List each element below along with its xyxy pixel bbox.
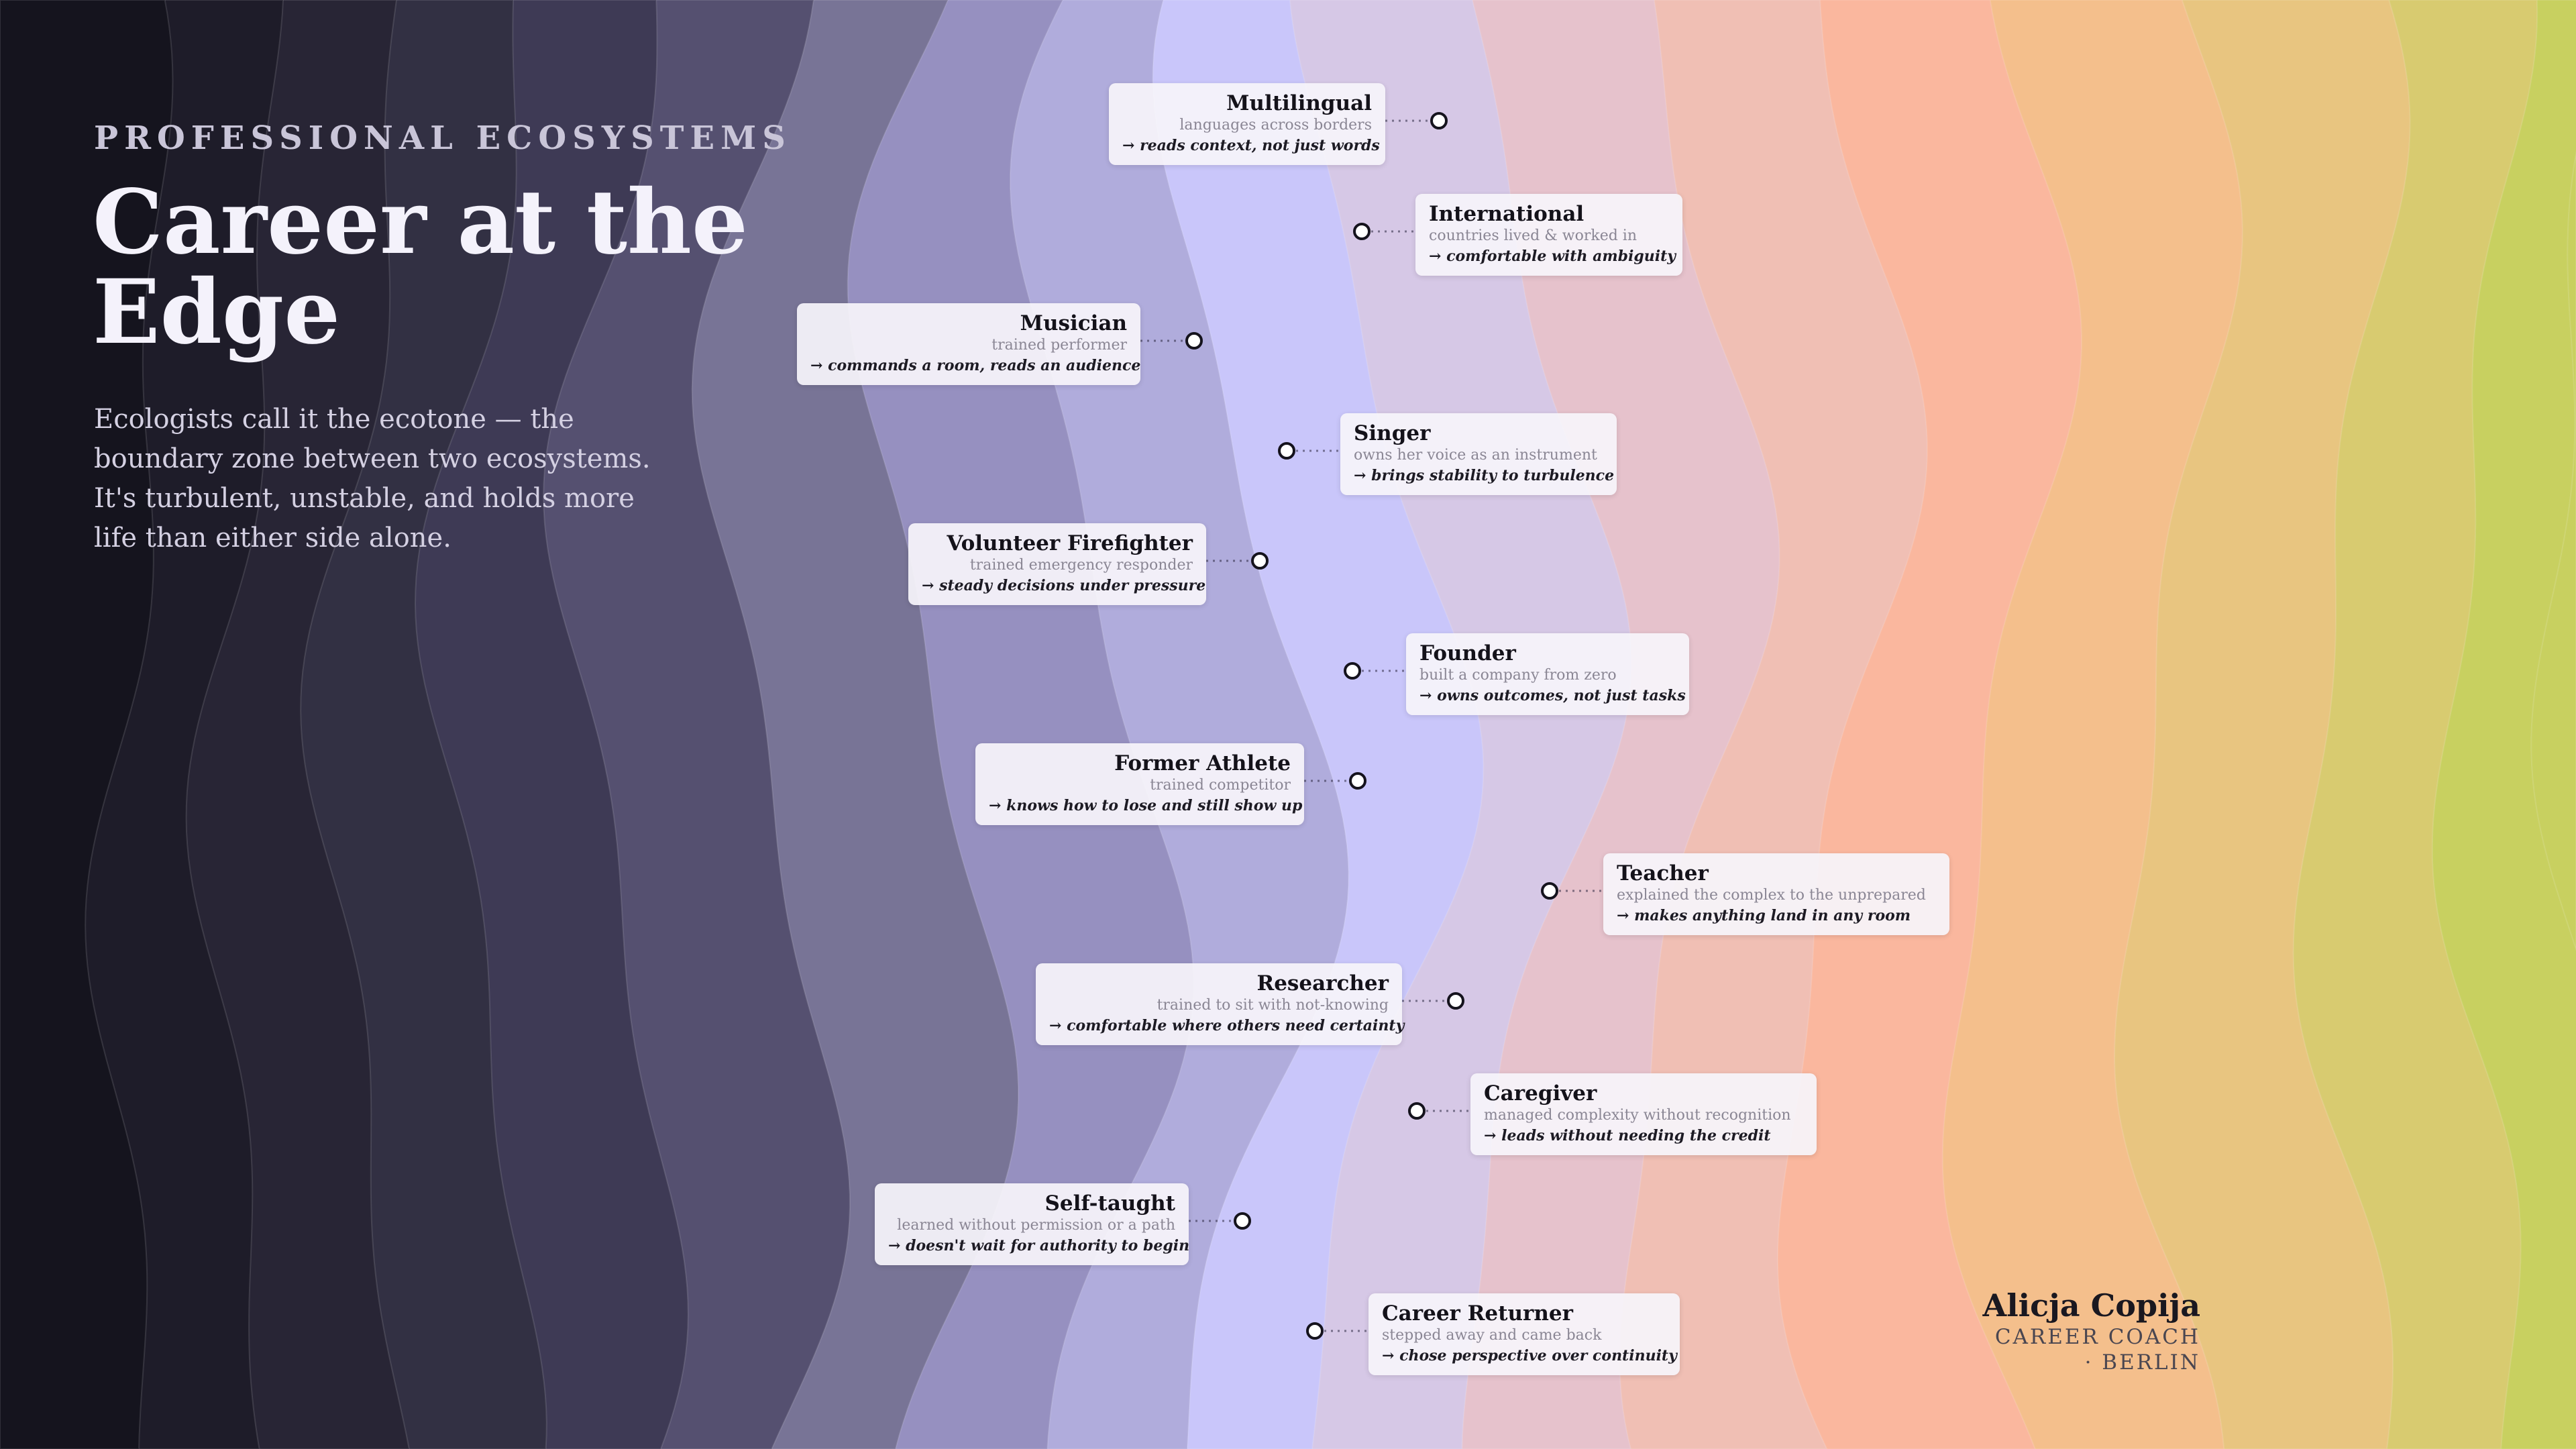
signature-role: CAREER COACH · BERLIN xyxy=(1994,1325,2200,1375)
circle-marker-icon xyxy=(1408,1102,1426,1120)
item-takeaway: → comfortable where others need certaint… xyxy=(1049,1017,1405,1034)
item-takeaway: → chose perspective over continuity xyxy=(1382,1347,1677,1364)
item-description: owns her voice as an instrument xyxy=(1354,447,1597,464)
item-description: built a company from zero xyxy=(1419,667,1617,684)
item-name: Caregiver xyxy=(1484,1081,1597,1106)
item-label-card: Founder built a company from zero → owns o… xyxy=(1406,633,1689,715)
item-description: countries lived & worked in xyxy=(1429,227,1637,244)
item-name: Career Returner xyxy=(1382,1301,1573,1326)
signature: Alicja Copija CAREER COACH · BERLIN xyxy=(1979,1287,2201,1375)
item-description: managed complexity without recognition xyxy=(1484,1107,1791,1124)
item-takeaway: → commands a room, reads an audience xyxy=(810,357,1141,374)
item-label-card: Researcher trained to sit with not-knowin… xyxy=(1036,963,1405,1045)
item-name: Teacher xyxy=(1617,861,1709,885)
item-takeaway: → knows how to lose and still show up xyxy=(989,797,1303,814)
kicker: PROFESSIONAL ECOSYSTEMS xyxy=(94,119,792,157)
item-description: learned without permission or a path xyxy=(897,1217,1175,1234)
circle-marker-icon xyxy=(1306,1322,1324,1340)
item-name: Researcher xyxy=(1256,971,1389,996)
item-name: International xyxy=(1429,202,1585,226)
item-description: trained to sit with not-knowing xyxy=(1157,997,1389,1014)
item-name: Multilingual xyxy=(1226,91,1372,115)
item-takeaway: → brings stability to turbulence xyxy=(1354,467,1615,484)
circle-marker-icon xyxy=(1541,882,1558,900)
item-description: trained competitor xyxy=(1150,777,1291,794)
item-label-card: Teacher explained the complex to the unpr… xyxy=(1603,853,1949,935)
item-name: Singer xyxy=(1354,421,1431,445)
circle-marker-icon xyxy=(1349,772,1366,790)
item-name: Volunteer Firefighter xyxy=(947,531,1193,555)
item-label-card: Career Returner stepped away and came bac… xyxy=(1368,1293,1680,1375)
circle-marker-icon xyxy=(1344,662,1361,680)
item-label-card: Caregiver managed complexity without reco… xyxy=(1470,1073,1817,1155)
item-takeaway: → comfortable with ambiguity xyxy=(1429,248,1676,265)
item-description: languages across borders xyxy=(1179,117,1372,133)
item-label-card: Self-taught learned without permission or… xyxy=(875,1183,1189,1265)
item-name: Founder xyxy=(1419,641,1516,665)
page-title: Career at the Edge xyxy=(93,170,748,364)
item-description: explained the complex to the unprepared xyxy=(1617,887,1926,904)
item-name: Former Athlete xyxy=(1114,751,1291,775)
band-0 xyxy=(0,0,174,1449)
item-label-card: Volunteer Firefighter trained emergency r… xyxy=(908,523,1206,605)
item-takeaway: → doesn't wait for authority to begin xyxy=(888,1237,1190,1254)
signature-name: Alicja Copija xyxy=(1982,1287,2201,1324)
item-takeaway: → reads context, not just words xyxy=(1122,137,1380,154)
item-label-card: Musician trained performer → commands a ro… xyxy=(797,303,1140,385)
circle-marker-icon xyxy=(1251,552,1269,570)
circle-marker-icon xyxy=(1234,1212,1251,1230)
item-label-card: International countries lived & worked in… xyxy=(1415,194,1682,276)
item-takeaway: → steady decisions under pressure xyxy=(922,577,1206,594)
item-takeaway: → owns outcomes, not just tasks xyxy=(1419,687,1686,704)
item-description: trained emergency responder xyxy=(969,557,1193,574)
item-takeaway: → makes anything land in any room xyxy=(1617,907,1911,924)
circle-marker-icon xyxy=(1278,442,1295,460)
circle-marker-icon xyxy=(1447,992,1464,1010)
item-description: trained performer xyxy=(991,337,1127,354)
item-label-card: Singer owns her voice as an instrument → b… xyxy=(1340,413,1617,495)
item-name: Self-taught xyxy=(1044,1191,1175,1216)
item-description: stepped away and came back xyxy=(1382,1327,1602,1344)
item-takeaway: → leads without needing the credit xyxy=(1484,1127,1771,1144)
item-name: Musician xyxy=(1020,311,1127,335)
subtitle: Ecologists call it the ecotone — the bou… xyxy=(94,404,651,553)
item-label-card: Former Athlete trained competitor → knows … xyxy=(975,743,1304,825)
circle-marker-icon xyxy=(1430,112,1448,129)
item-label-card: Multilingual languages across borders → re… xyxy=(1109,83,1385,165)
circle-marker-icon xyxy=(1185,332,1203,350)
circle-marker-icon xyxy=(1353,223,1371,240)
